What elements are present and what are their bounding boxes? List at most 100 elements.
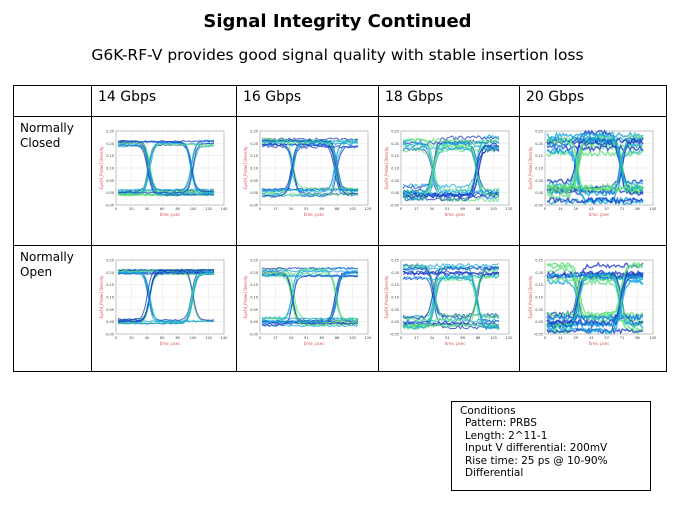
eye-trace: [546, 197, 644, 206]
x-tick-label: 40: [145, 207, 149, 211]
eye-diagram: 0.25 0.20 0.15 0.10 0.05 0.00 -0.050 20 40 60 80 10…: [99, 259, 227, 347]
eye-traces: [402, 133, 500, 203]
eye-trace: [261, 137, 358, 190]
eye-plot-cell: 0.25 0.20 0.15 0.10 0.05 0.00 -0.05 0 14 29 43 57 71…: [519, 245, 667, 372]
eye-trace: [402, 275, 500, 330]
condition-item: Input V differential: 200mV: [465, 442, 608, 455]
eye-trace: [402, 133, 500, 189]
y-tick-label: -0.05: [390, 204, 399, 208]
y-tick-label: 0.15: [391, 154, 399, 158]
y-tick-label: -0.05: [534, 204, 543, 208]
y-tick-label: 0.20: [391, 142, 399, 146]
eye-trace: [546, 136, 644, 194]
x-tick-label: 0: [544, 336, 546, 340]
eye-trace: [546, 131, 644, 190]
y-tick-label: 0.05: [250, 308, 258, 312]
x-tick-label: 120: [205, 336, 212, 340]
eye-trace: [402, 137, 500, 193]
eye-diagram: 0.25 0.20 0.15 0.10 0.05 0.00 -0.050 17 34 51 69 86…: [243, 130, 371, 218]
eye-diagram: 0.25 0.20 0.15 0.10 0.05 0.00 -0.050 17 34 51 69 86…: [384, 259, 513, 347]
x-tick-label: 71: [620, 207, 624, 211]
x-tick-label: 51: [445, 336, 449, 340]
slide-title: Signal Integrity Continued: [203, 11, 472, 32]
y-tick-label: 0.10: [535, 296, 543, 300]
y-tick-label: 0.25: [106, 130, 114, 134]
eye-trace: [402, 270, 500, 277]
y-tick-label: 0.15: [535, 283, 543, 287]
x-tick-label: 80: [175, 336, 179, 340]
y-tick-label: 0.20: [250, 142, 258, 146]
y-tick-label: 0.05: [106, 308, 114, 312]
x-tick-label: 17: [273, 207, 277, 211]
eye-plot-cell: 0.25 0.20 0.15 0.10 0.05 0.00 -0.05 0 17 34 51 69 86…: [236, 245, 379, 372]
x-tick-label: 29: [574, 207, 578, 211]
eye-trace: [261, 271, 358, 324]
y-axis-label: Eye[V_Probe] Density: [243, 146, 248, 190]
y-tick-label: -0.05: [248, 204, 257, 208]
y-tick-label: 0.20: [391, 271, 399, 275]
x-tick-label: 103: [490, 336, 497, 340]
x-tick-label: 17: [414, 207, 418, 211]
x-tick-label: 0: [115, 207, 117, 211]
eye-trace: [402, 137, 500, 193]
x-tick-label: 0: [400, 336, 402, 340]
x-tick-label: 17: [273, 336, 277, 340]
y-tick-label: -0.05: [105, 204, 114, 208]
y-axis-label: Eye[V_Probe] Density: [243, 275, 248, 319]
y-tick-label: 0.20: [106, 142, 114, 146]
x-tick-label: 0: [544, 207, 546, 211]
x-axis-label: time, psec: [589, 212, 610, 217]
conditions-heading: Conditions: [460, 405, 516, 417]
condition-item: Rise time: 25 ps @ 10-90%: [465, 454, 608, 467]
eye-trace: [117, 270, 215, 323]
eye-traces: [117, 268, 215, 325]
y-tick-label: 0.05: [391, 179, 399, 183]
y-tick-label: 0.10: [391, 296, 399, 300]
x-tick-label: 120: [364, 336, 371, 340]
row-label: Normally Closed: [13, 116, 92, 246]
x-tick-label: 100: [190, 336, 197, 340]
eye-plot-cell: 0.25 0.20 0.15 0.10 0.05 0.00 -0.05 0 17 34 51 69 86…: [378, 245, 520, 372]
x-tick-label: 34: [288, 207, 293, 211]
eye-trace: [547, 196, 644, 205]
y-axis-label: Eye[V_Probe] Density: [99, 275, 104, 319]
x-tick-label: 86: [476, 207, 480, 211]
x-tick-label: 14: [558, 207, 563, 211]
eye-plot-cell: 0.25 0.20 0.15 0.10 0.05 0.00 -0.05 0 20 40 60 80 10…: [91, 116, 237, 246]
x-tick-label: 0: [400, 207, 402, 211]
x-tick-label: 29: [574, 336, 578, 340]
y-tick-label: 0.00: [250, 191, 258, 195]
condition-item: Pattern: PRBS: [465, 417, 537, 430]
x-tick-label: 120: [506, 336, 513, 340]
y-axis-label: Eye[V_Probe] Density: [528, 275, 533, 319]
eye-diagram: 0.25 0.20 0.15 0.10 0.05 0.00 -0.050 17 34 51 69 86…: [243, 259, 371, 347]
eye-trace: [117, 143, 215, 195]
x-tick-label: 34: [430, 336, 435, 340]
y-tick-label: 0.00: [391, 320, 399, 324]
eye-traces: [261, 137, 358, 198]
eye-trace: [118, 271, 215, 324]
x-tick-label: 100: [190, 207, 197, 211]
condition-item: Length: 2^11-1: [465, 429, 548, 442]
x-tick-label: 86: [334, 336, 338, 340]
eye-trace: [402, 265, 499, 321]
x-tick-label: 100: [650, 207, 657, 211]
x-axis-label: time, psec: [589, 341, 610, 346]
column-header: 18 Gbps: [378, 85, 520, 117]
eye-plot-cell: 0.25 0.20 0.15 0.10 0.05 0.00 -0.05 0 17 34 51 69 86…: [236, 116, 379, 246]
y-axis-label: Eye[V_Probe] Density: [384, 275, 389, 319]
eye-trace: [402, 144, 500, 199]
x-tick-label: 60: [160, 207, 164, 211]
y-tick-label: 0.15: [391, 283, 399, 287]
x-tick-label: 40: [145, 336, 149, 340]
eye-plot-cell: 0.25 0.20 0.15 0.10 0.05 0.00 -0.05 0 20 40 60 80 10…: [91, 245, 237, 372]
eye-trace: [402, 275, 500, 330]
eye-trace: [402, 140, 500, 196]
x-tick-label: 80: [175, 207, 179, 211]
eye-trace: [118, 268, 215, 321]
x-tick-label: 43: [589, 336, 593, 340]
eye-trace: [546, 141, 644, 198]
eye-trace: [546, 271, 644, 328]
x-tick-label: 34: [288, 336, 293, 340]
y-tick-label: 0.15: [106, 154, 114, 158]
